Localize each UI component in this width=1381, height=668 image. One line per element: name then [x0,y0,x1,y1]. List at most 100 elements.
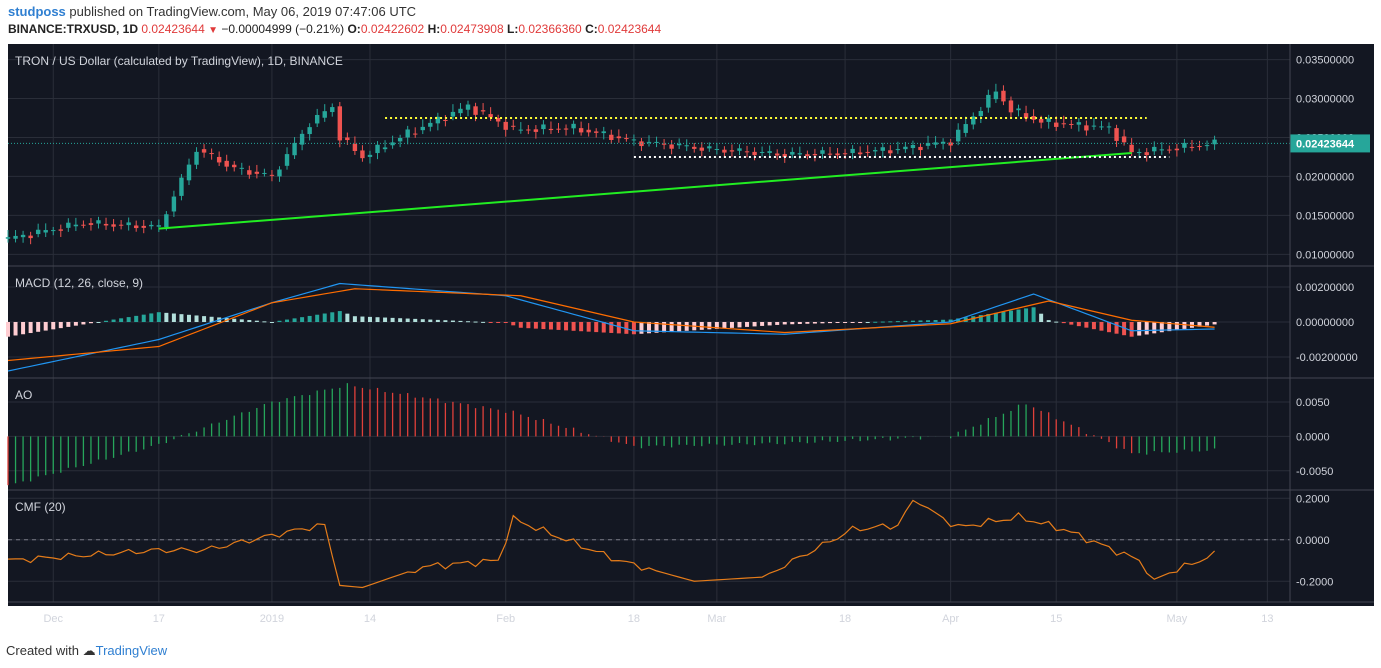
candle-body[interactable] [88,223,94,225]
candle-body[interactable] [707,146,712,149]
candle-body[interactable] [827,153,833,155]
candle-body[interactable] [35,229,41,235]
candle-body[interactable] [616,136,622,139]
candle-body[interactable] [1159,149,1164,151]
candle-body[interactable] [480,110,486,112]
candle-body[interactable] [541,124,546,130]
candle-body[interactable] [963,124,968,133]
candle-body[interactable] [299,133,305,145]
candle-body[interactable] [692,146,697,149]
candle-body[interactable] [563,128,569,130]
candle-body[interactable] [1197,146,1202,148]
candle-body[interactable] [1167,149,1172,151]
candle-body[interactable] [714,148,720,150]
candle-body[interactable] [443,119,448,122]
candle-body[interactable] [548,128,554,131]
candle-body[interactable] [194,151,199,165]
candle-body[interactable] [676,143,682,146]
candle-body[interactable] [903,146,908,150]
candle-body[interactable] [978,110,984,117]
candle-body[interactable] [254,171,260,174]
candle-body[interactable] [118,224,124,226]
macd-pane[interactable]: 0.00200000 0.00000000 -0.00200000 [6,282,1358,372]
candle-body[interactable] [1204,145,1210,147]
candle-body[interactable] [722,149,727,153]
candle-body[interactable] [495,118,501,122]
candle-body[interactable] [179,177,184,196]
candle-body[interactable] [1038,118,1044,123]
candle-body[interactable] [752,151,757,156]
candle-body[interactable] [533,129,539,132]
candle-body[interactable] [126,222,131,226]
candle-body[interactable] [556,128,561,130]
candle-body[interactable] [201,149,207,153]
candle-body[interactable] [405,129,410,138]
candle-body[interactable] [292,142,297,156]
candle-body[interactable] [1174,148,1180,151]
candle-body[interactable] [1008,100,1014,113]
candle-body[interactable] [842,153,848,155]
candle-body[interactable] [797,153,803,155]
candle-body[interactable] [360,150,365,159]
candle-body[interactable] [993,91,999,100]
candle-body[interactable] [239,167,244,169]
candle-body[interactable] [910,144,916,149]
tradingview-link[interactable]: TradingView [95,643,168,658]
candle-body[interactable] [759,151,765,153]
candle-body[interactable] [729,150,735,152]
candle-body[interactable] [352,143,358,152]
candle-body[interactable] [624,138,629,140]
candle-body[interactable] [1121,136,1127,143]
candle-body[interactable] [314,114,320,124]
candle-body[interactable] [367,154,373,157]
candle-body[interactable] [488,114,493,118]
candle-body[interactable] [767,151,772,153]
candle-body[interactable] [578,128,584,133]
candle-body[interactable] [1144,152,1149,156]
candle-body[interactable] [51,230,56,232]
candle-body[interactable] [775,153,780,156]
candle-body[interactable] [322,111,327,118]
candle-body[interactable] [511,125,516,127]
candle-body[interactable] [20,234,26,238]
candle-body[interactable] [171,196,177,212]
candle-body[interactable] [1016,108,1021,111]
candle-body[interactable] [737,148,742,151]
candle-body[interactable] [790,151,795,155]
candle-body[interactable] [428,122,433,127]
candle-body[interactable] [186,164,192,181]
candle-body[interactable] [232,164,237,168]
candle-body[interactable] [1136,151,1142,154]
candle-body[interactable] [134,225,139,229]
candle-body[interactable] [1091,125,1097,127]
candle-body[interactable] [857,152,863,155]
candle-body[interactable] [164,214,169,228]
candle-body[interactable] [216,156,222,163]
candle-body[interactable] [594,131,599,133]
candle-body[interactable] [661,143,667,145]
candle-body[interactable] [744,151,750,153]
ao-pane[interactable]: 0.0050 0.0000 -0.0050 [7,383,1333,486]
candle-body[interactable] [43,230,48,233]
candle-body[interactable] [782,154,787,157]
candle-body[interactable] [925,143,931,146]
candle-body[interactable] [375,144,380,154]
candle-body[interactable] [156,225,162,227]
candle-body[interactable] [812,154,818,156]
trendline[interactable] [158,152,1132,230]
candle-body[interactable] [1031,116,1036,120]
candle-body[interactable] [73,224,79,227]
candle-body[interactable] [699,147,704,151]
candle-body[interactable] [684,145,689,147]
candle-body[interactable] [971,116,976,125]
candle-body[interactable] [209,153,214,155]
candle-body[interactable] [631,139,637,141]
candle-body[interactable] [450,111,456,117]
candle-body[interactable] [888,150,893,154]
candle-body[interactable] [465,104,471,110]
candle-body[interactable] [141,225,146,228]
candle-body[interactable] [247,170,252,175]
candle-body[interactable] [669,144,674,149]
candle-body[interactable] [1106,126,1112,128]
candle-body[interactable] [96,220,101,224]
